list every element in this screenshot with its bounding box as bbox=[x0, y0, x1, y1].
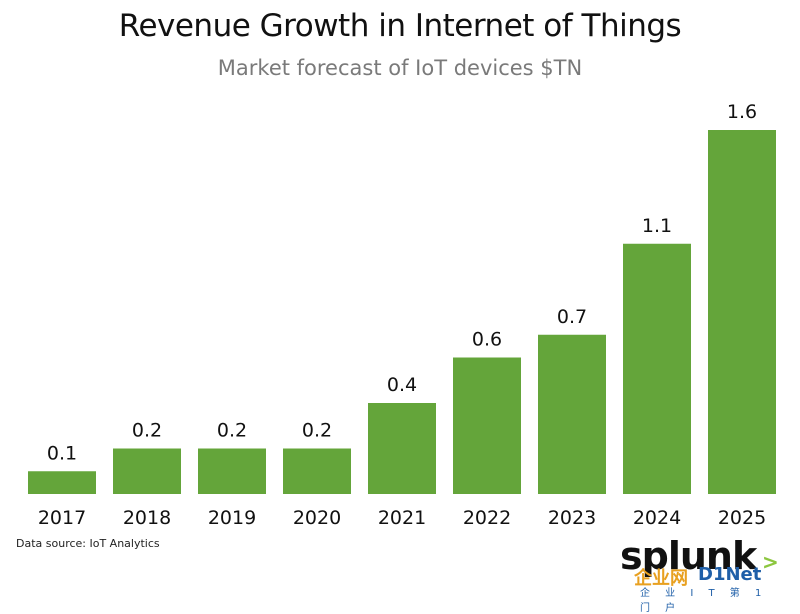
x-tick-label-2024: 2024 bbox=[633, 507, 681, 529]
bar-chart: 0.1 2017 0.2 2018 0.2 2019 0.2 2020 0.4 2021 0.6 20… bbox=[28, 101, 776, 529]
d1net-watermark-subtitle: 企 业 I T 第 1 门 户 bbox=[640, 588, 768, 614]
data-label-2025: 1.6 bbox=[727, 101, 757, 123]
data-label-2023: 0.7 bbox=[557, 306, 587, 328]
x-tick-label-2020: 2020 bbox=[293, 507, 341, 529]
data-source-note: Data source: IoT Analytics bbox=[16, 537, 160, 550]
data-label-2019: 0.2 bbox=[217, 420, 247, 442]
data-label-2018: 0.2 bbox=[132, 420, 162, 442]
data-label-2020: 0.2 bbox=[302, 420, 332, 442]
x-tick-label-2019: 2019 bbox=[208, 507, 256, 529]
d1net-watermark: 企业网 D1Net bbox=[634, 564, 762, 589]
bar-2018 bbox=[113, 448, 181, 494]
bar-2022 bbox=[453, 357, 521, 494]
splunk-wordmark: splunk bbox=[620, 534, 757, 578]
x-tick-label-2023: 2023 bbox=[548, 507, 596, 529]
data-label-2024: 1.1 bbox=[642, 215, 672, 237]
x-tick-label-2025: 2025 bbox=[718, 507, 766, 529]
chart-subtitle: Market forecast of IoT devices $TN bbox=[217, 56, 583, 80]
bar-2019 bbox=[198, 448, 266, 494]
splunk-logo: splunk > 企业网 D1Net 企 业 I T 第 1 门 户 bbox=[620, 534, 795, 614]
chevron-icon: > bbox=[762, 550, 779, 574]
x-tick-label-2017: 2017 bbox=[38, 507, 86, 529]
bar-2021 bbox=[368, 403, 436, 494]
chart-title: Revenue Growth in Internet of Things bbox=[118, 8, 682, 44]
data-label-2022: 0.6 bbox=[472, 329, 502, 351]
data-label-2017: 0.1 bbox=[47, 442, 77, 464]
x-tick-label-2022: 2022 bbox=[463, 507, 511, 529]
data-label-2021: 0.4 bbox=[387, 374, 417, 396]
x-tick-label-2018: 2018 bbox=[123, 507, 171, 529]
bar-2017 bbox=[28, 471, 96, 494]
bar-2020 bbox=[283, 448, 351, 494]
bar-2024 bbox=[623, 243, 691, 494]
bar-2025 bbox=[708, 130, 776, 494]
bar-2023 bbox=[538, 334, 606, 494]
x-tick-label-2021: 2021 bbox=[378, 507, 426, 529]
